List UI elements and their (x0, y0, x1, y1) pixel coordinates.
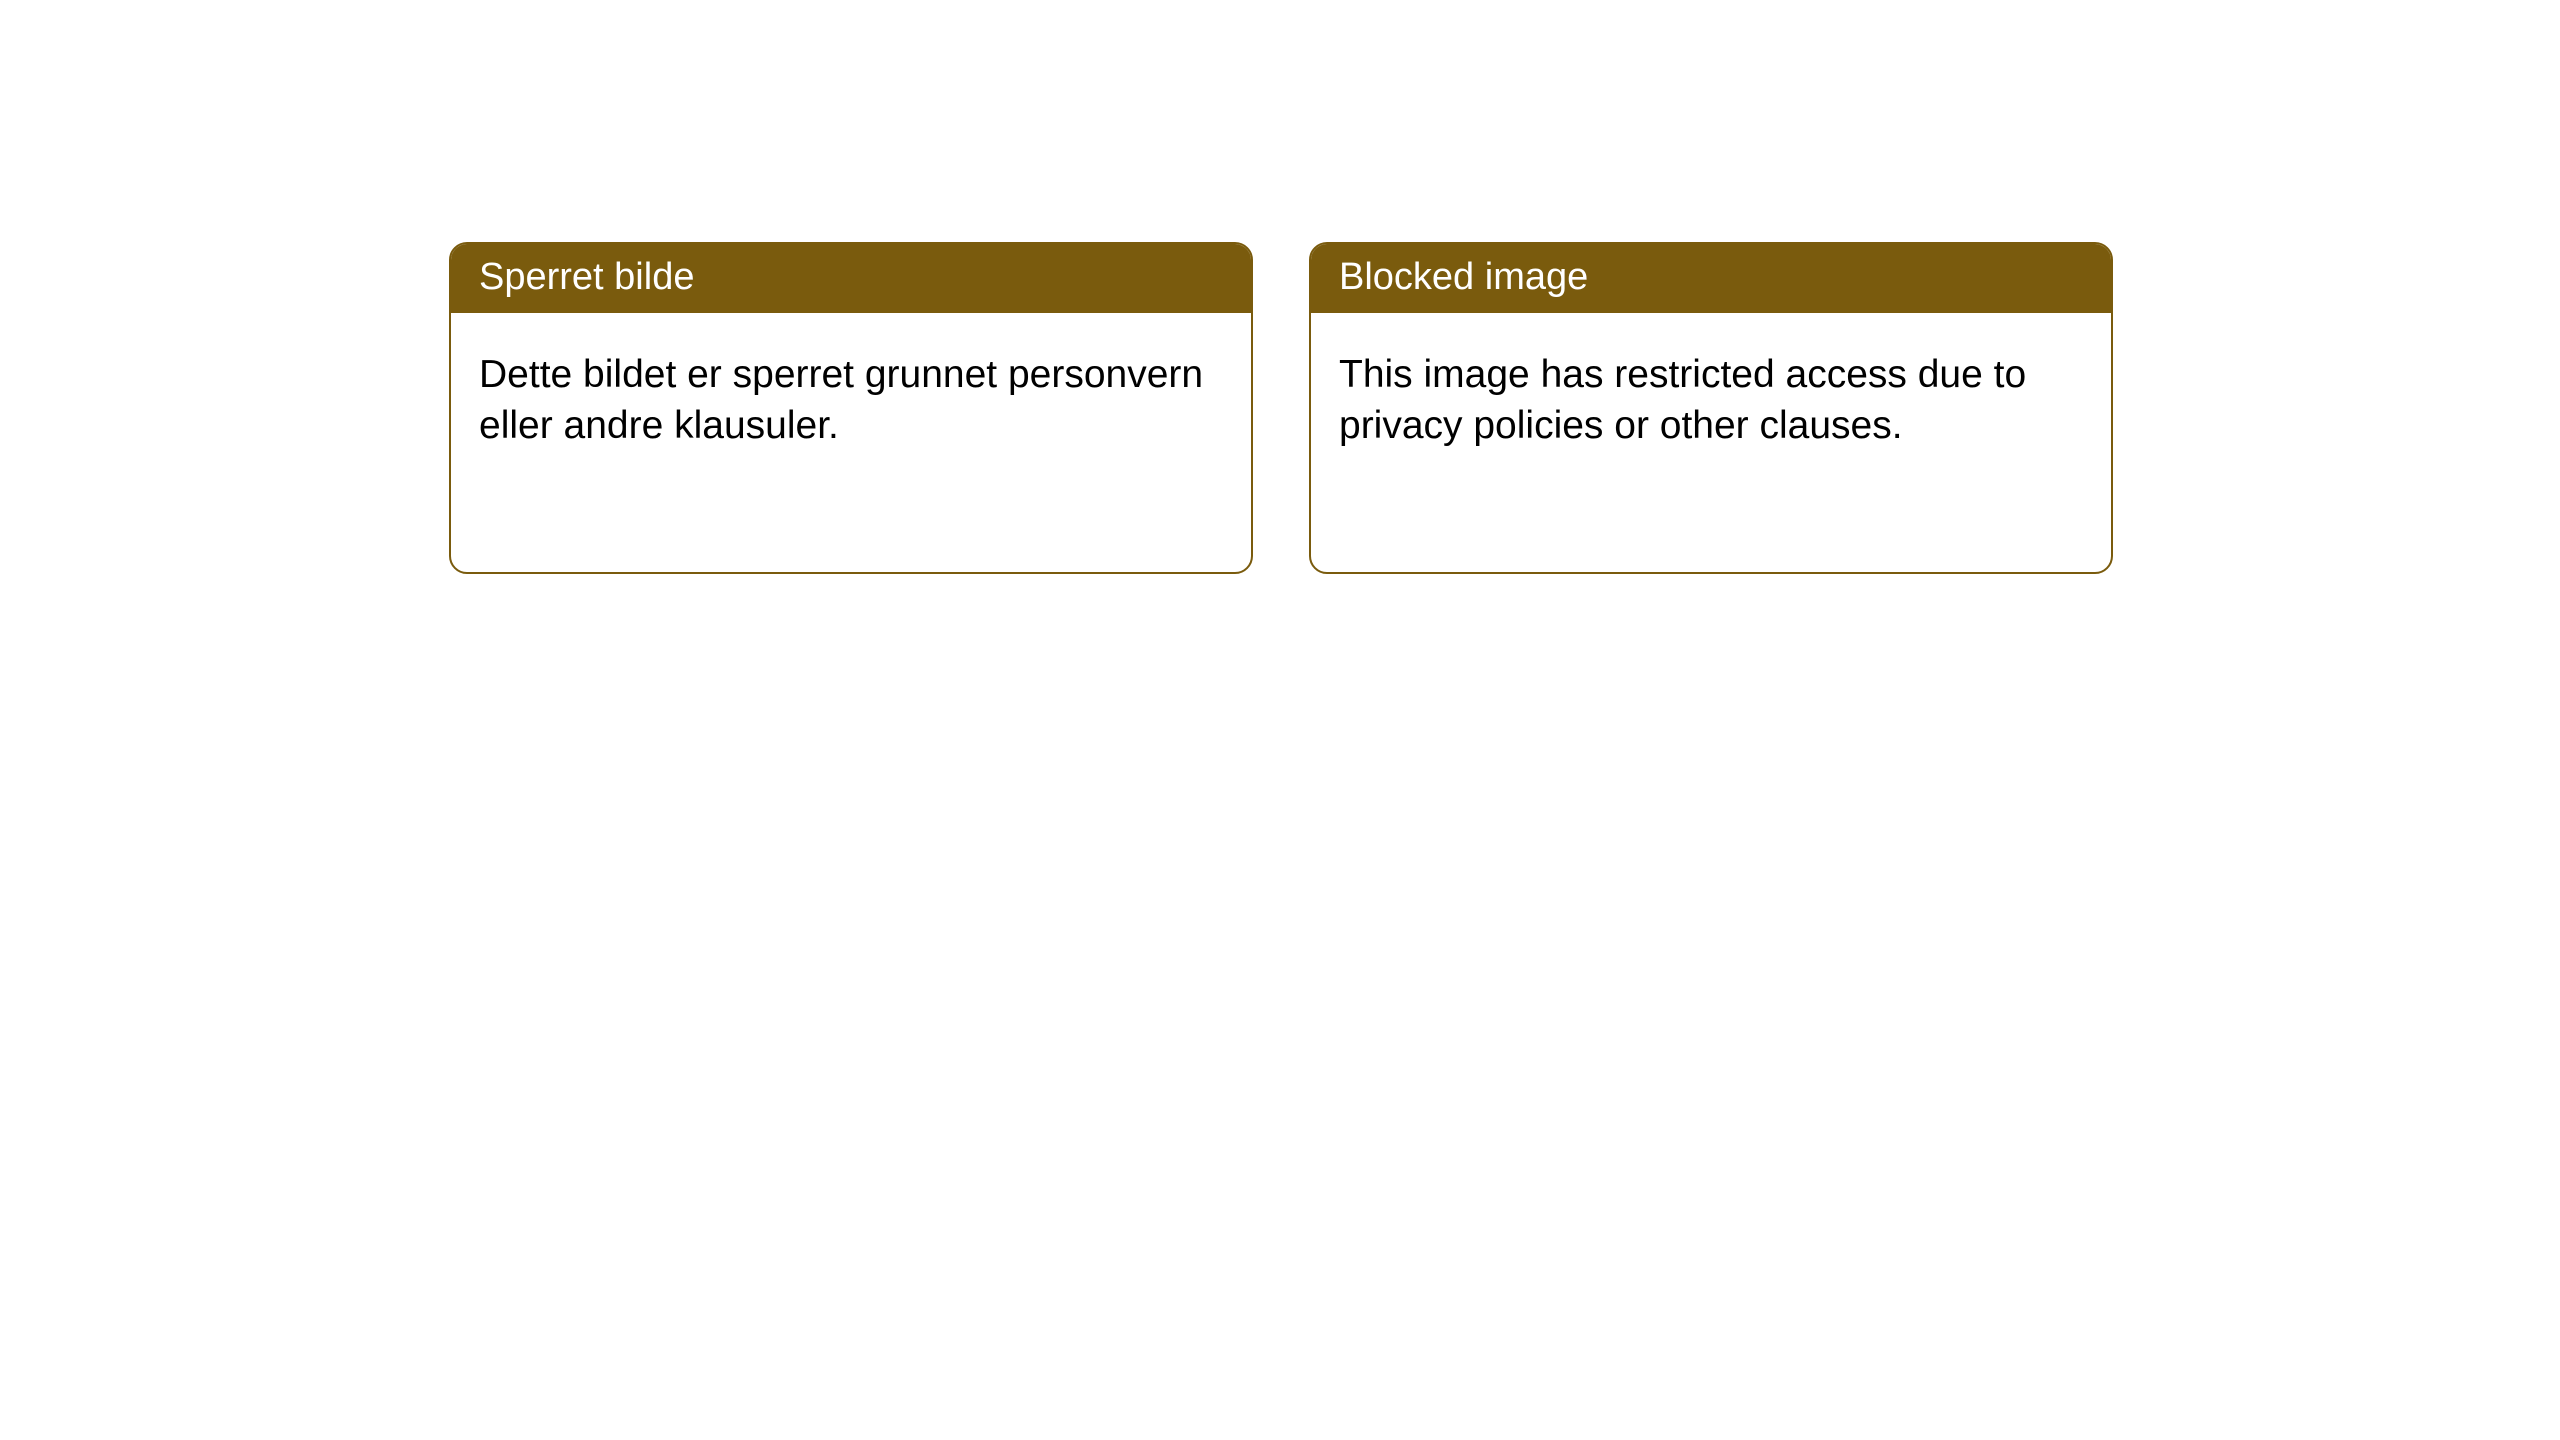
card-body-norwegian: Dette bildet er sperret grunnet personve… (451, 313, 1251, 488)
card-header-english: Blocked image (1311, 244, 2111, 313)
blocked-image-cards-container: Sperret bilde Dette bildet er sperret gr… (449, 242, 2113, 574)
card-body-english: This image has restricted access due to … (1311, 313, 2111, 488)
blocked-image-card-english: Blocked image This image has restricted … (1309, 242, 2113, 574)
blocked-image-card-norwegian: Sperret bilde Dette bildet er sperret gr… (449, 242, 1253, 574)
card-header-norwegian: Sperret bilde (451, 244, 1251, 313)
